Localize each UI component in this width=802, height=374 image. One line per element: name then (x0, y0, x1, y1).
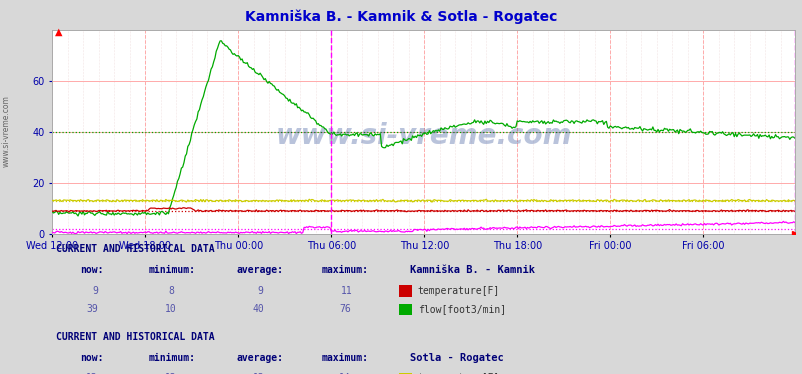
Text: www.si-vreme.com: www.si-vreme.com (275, 122, 571, 150)
Text: Sotla - Rogatec: Sotla - Rogatec (409, 353, 503, 363)
Text: flow[foot3/min]: flow[foot3/min] (417, 304, 505, 314)
Text: Kamniška B. - Kamnik: Kamniška B. - Kamnik (409, 265, 534, 275)
Text: 40: 40 (253, 304, 265, 314)
Text: Kamniška B. - Kamnik & Sotla - Rogatec: Kamniška B. - Kamnik & Sotla - Rogatec (245, 9, 557, 24)
Text: maximum:: maximum: (321, 353, 368, 363)
Text: average:: average: (237, 265, 284, 275)
Text: 9: 9 (92, 286, 98, 295)
Text: CURRENT AND HISTORICAL DATA: CURRENT AND HISTORICAL DATA (56, 245, 215, 254)
Text: CURRENT AND HISTORICAL DATA: CURRENT AND HISTORICAL DATA (56, 332, 215, 342)
Text: 11: 11 (341, 286, 353, 295)
Text: now:: now: (80, 353, 103, 363)
Text: minimum:: minimum: (148, 353, 196, 363)
Text: minimum:: minimum: (148, 265, 196, 275)
Text: 39: 39 (86, 304, 98, 314)
Text: ▲: ▲ (55, 27, 63, 37)
Text: 10: 10 (164, 304, 176, 314)
Text: now:: now: (80, 265, 103, 275)
Text: www.si-vreme.com: www.si-vreme.com (2, 95, 11, 167)
Text: maximum:: maximum: (321, 265, 368, 275)
Text: 8: 8 (168, 286, 174, 295)
Text: 76: 76 (338, 304, 350, 314)
Text: average:: average: (237, 353, 284, 363)
Text: 9: 9 (257, 286, 262, 295)
Text: temperature[F]: temperature[F] (417, 286, 499, 295)
